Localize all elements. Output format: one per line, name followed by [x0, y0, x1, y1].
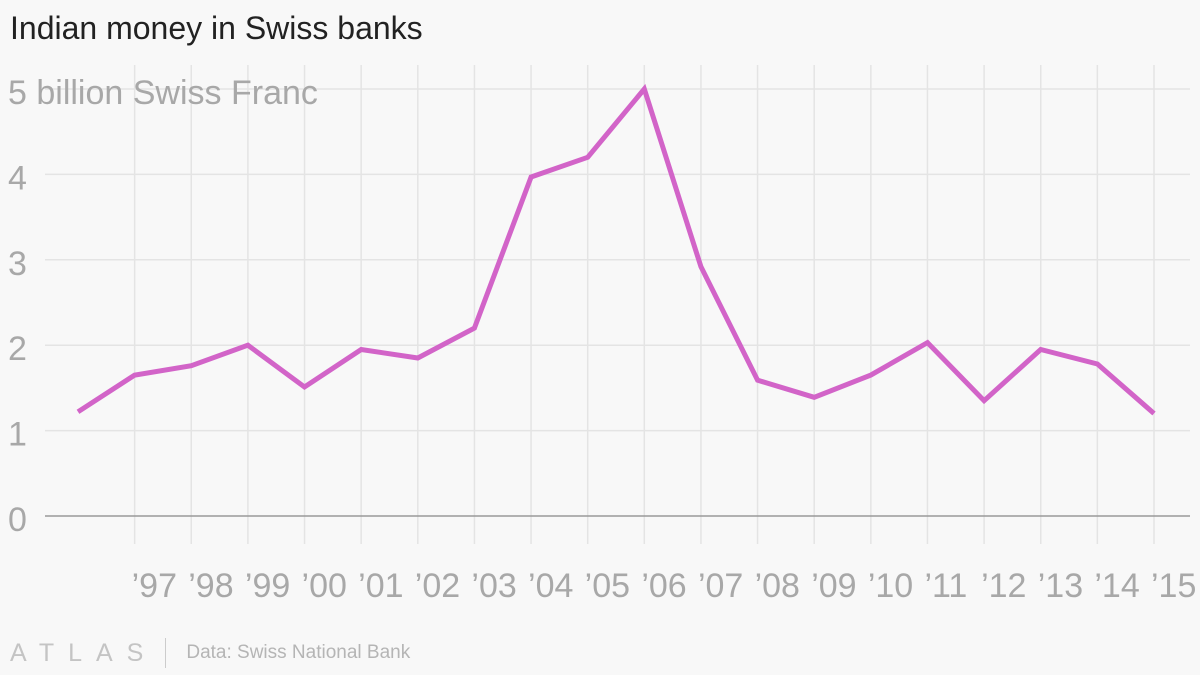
y-tick-label: 1 [8, 416, 27, 454]
x-tick-label: ’08 [755, 567, 800, 605]
atlas-logo: ATLAS [10, 638, 158, 667]
chart-title: Indian money in Swiss banks [10, 10, 423, 46]
x-tick-label: ’11 [924, 567, 967, 605]
x-tick-label: ’04 [528, 567, 573, 605]
x-tick-label: ’03 [471, 567, 516, 605]
x-tick-label: ’15 [1151, 567, 1196, 605]
x-tick-label: ’14 [1094, 567, 1139, 605]
y-tick-label: 2 [8, 330, 27, 368]
x-tick-label: ’10 [868, 567, 913, 605]
x-tick-label: ’07 [698, 567, 743, 605]
x-tick-label: ’97 [132, 567, 177, 605]
footer: ATLAS Data: Swiss National Bank [10, 637, 410, 669]
y-tick-label: 4 [8, 159, 27, 197]
x-tick-label: ’13 [1038, 567, 1083, 605]
x-tick-label: ’05 [585, 567, 630, 605]
x-tick-label: ’99 [245, 567, 290, 605]
y-tick-label: 5 billion Swiss Franc [8, 74, 318, 112]
y-tick-label: 0 [8, 501, 27, 539]
y-tick-label: 3 [8, 245, 27, 283]
x-tick-label: ’06 [641, 567, 686, 605]
x-tick-label: ’12 [981, 567, 1026, 605]
x-tick-label: ’00 [302, 567, 347, 605]
footer-divider [165, 638, 167, 668]
series-line [76, 83, 1156, 416]
x-tick-label: ’01 [358, 567, 403, 605]
x-tick-label: ’02 [415, 567, 460, 605]
x-tick-label: ’09 [811, 567, 856, 605]
source-note: Data: Swiss National Bank [186, 642, 411, 663]
x-tick-label: ’98 [188, 567, 233, 605]
